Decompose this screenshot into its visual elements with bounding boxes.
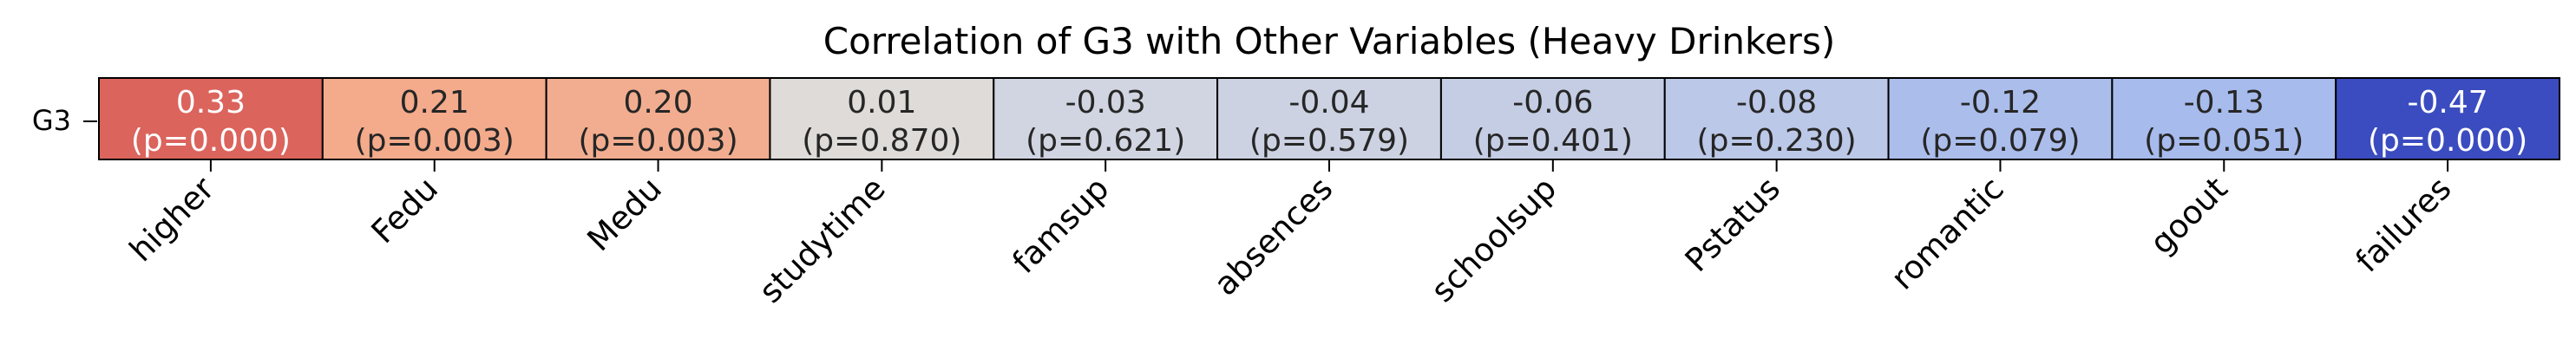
heatmap-cell — [545, 77, 771, 160]
cell-p-label: (p=0.051) — [2144, 123, 2304, 159]
x-tick-label: Medu — [580, 170, 669, 258]
cell-value-label: -0.08 — [1736, 85, 1817, 120]
cell-p-label: (p=0.870) — [802, 123, 961, 159]
cell-value-label: -0.47 — [2408, 85, 2488, 120]
heatmap-cell — [321, 77, 547, 160]
x-tick-label: goout — [2143, 170, 2235, 262]
cell-p-label: (p=0.579) — [1249, 123, 1409, 159]
heatmap-cell — [1887, 77, 2114, 160]
cell-value-label: 0.33 — [176, 85, 246, 120]
cell-p-label: (p=0.230) — [1697, 123, 1857, 159]
cell-value-label: -0.03 — [1065, 85, 1146, 120]
x-tick-label: famsup — [1006, 170, 1117, 281]
heatmap-cell — [1216, 77, 1442, 160]
x-tick-label: schoolsup — [1424, 170, 1563, 309]
cell-p-label: (p=0.079) — [1920, 123, 2080, 159]
cell-value-label: 0.20 — [623, 85, 692, 120]
cell-value-label: -0.13 — [2184, 85, 2265, 120]
heatmap-cell — [1663, 77, 1890, 160]
chart-title: Correlation of G3 with Other Variables (… — [823, 20, 1835, 62]
cell-p-label: (p=0.003) — [355, 123, 515, 159]
x-tick-label: absences — [1207, 170, 1340, 302]
heatmap-cell — [2335, 77, 2561, 160]
x-tick-label: studytime — [752, 170, 893, 310]
heatmap-cell — [2111, 77, 2337, 160]
cell-p-label: (p=0.003) — [578, 123, 737, 159]
x-tick-label: Fedu — [364, 170, 445, 250]
x-tick-label: Pstatus — [1678, 170, 1787, 279]
x-tick-label: romantic — [1884, 170, 2011, 297]
row-label: G3 — [32, 104, 71, 137]
cell-p-label: (p=0.000) — [131, 123, 291, 159]
cell-value-label: -0.12 — [1960, 85, 2041, 120]
cell-value-label: 0.01 — [847, 85, 916, 120]
x-tick-label: failures — [2349, 170, 2459, 280]
heatmap-cells: 0.33(p=0.000)higher0.21(p=0.003)Fedu0.20… — [98, 77, 2561, 310]
cell-p-label: (p=0.621) — [1026, 123, 1185, 159]
cell-p-label: (p=0.000) — [2368, 123, 2527, 159]
heatmap-cell — [769, 77, 995, 160]
cell-p-label: (p=0.401) — [1473, 123, 1633, 159]
cell-value-label: -0.04 — [1288, 85, 1369, 120]
x-tick-label: higher — [122, 169, 222, 269]
heatmap-cell — [993, 77, 1219, 160]
cell-value-label: 0.21 — [400, 85, 469, 120]
cell-value-label: -0.06 — [1512, 85, 1593, 120]
